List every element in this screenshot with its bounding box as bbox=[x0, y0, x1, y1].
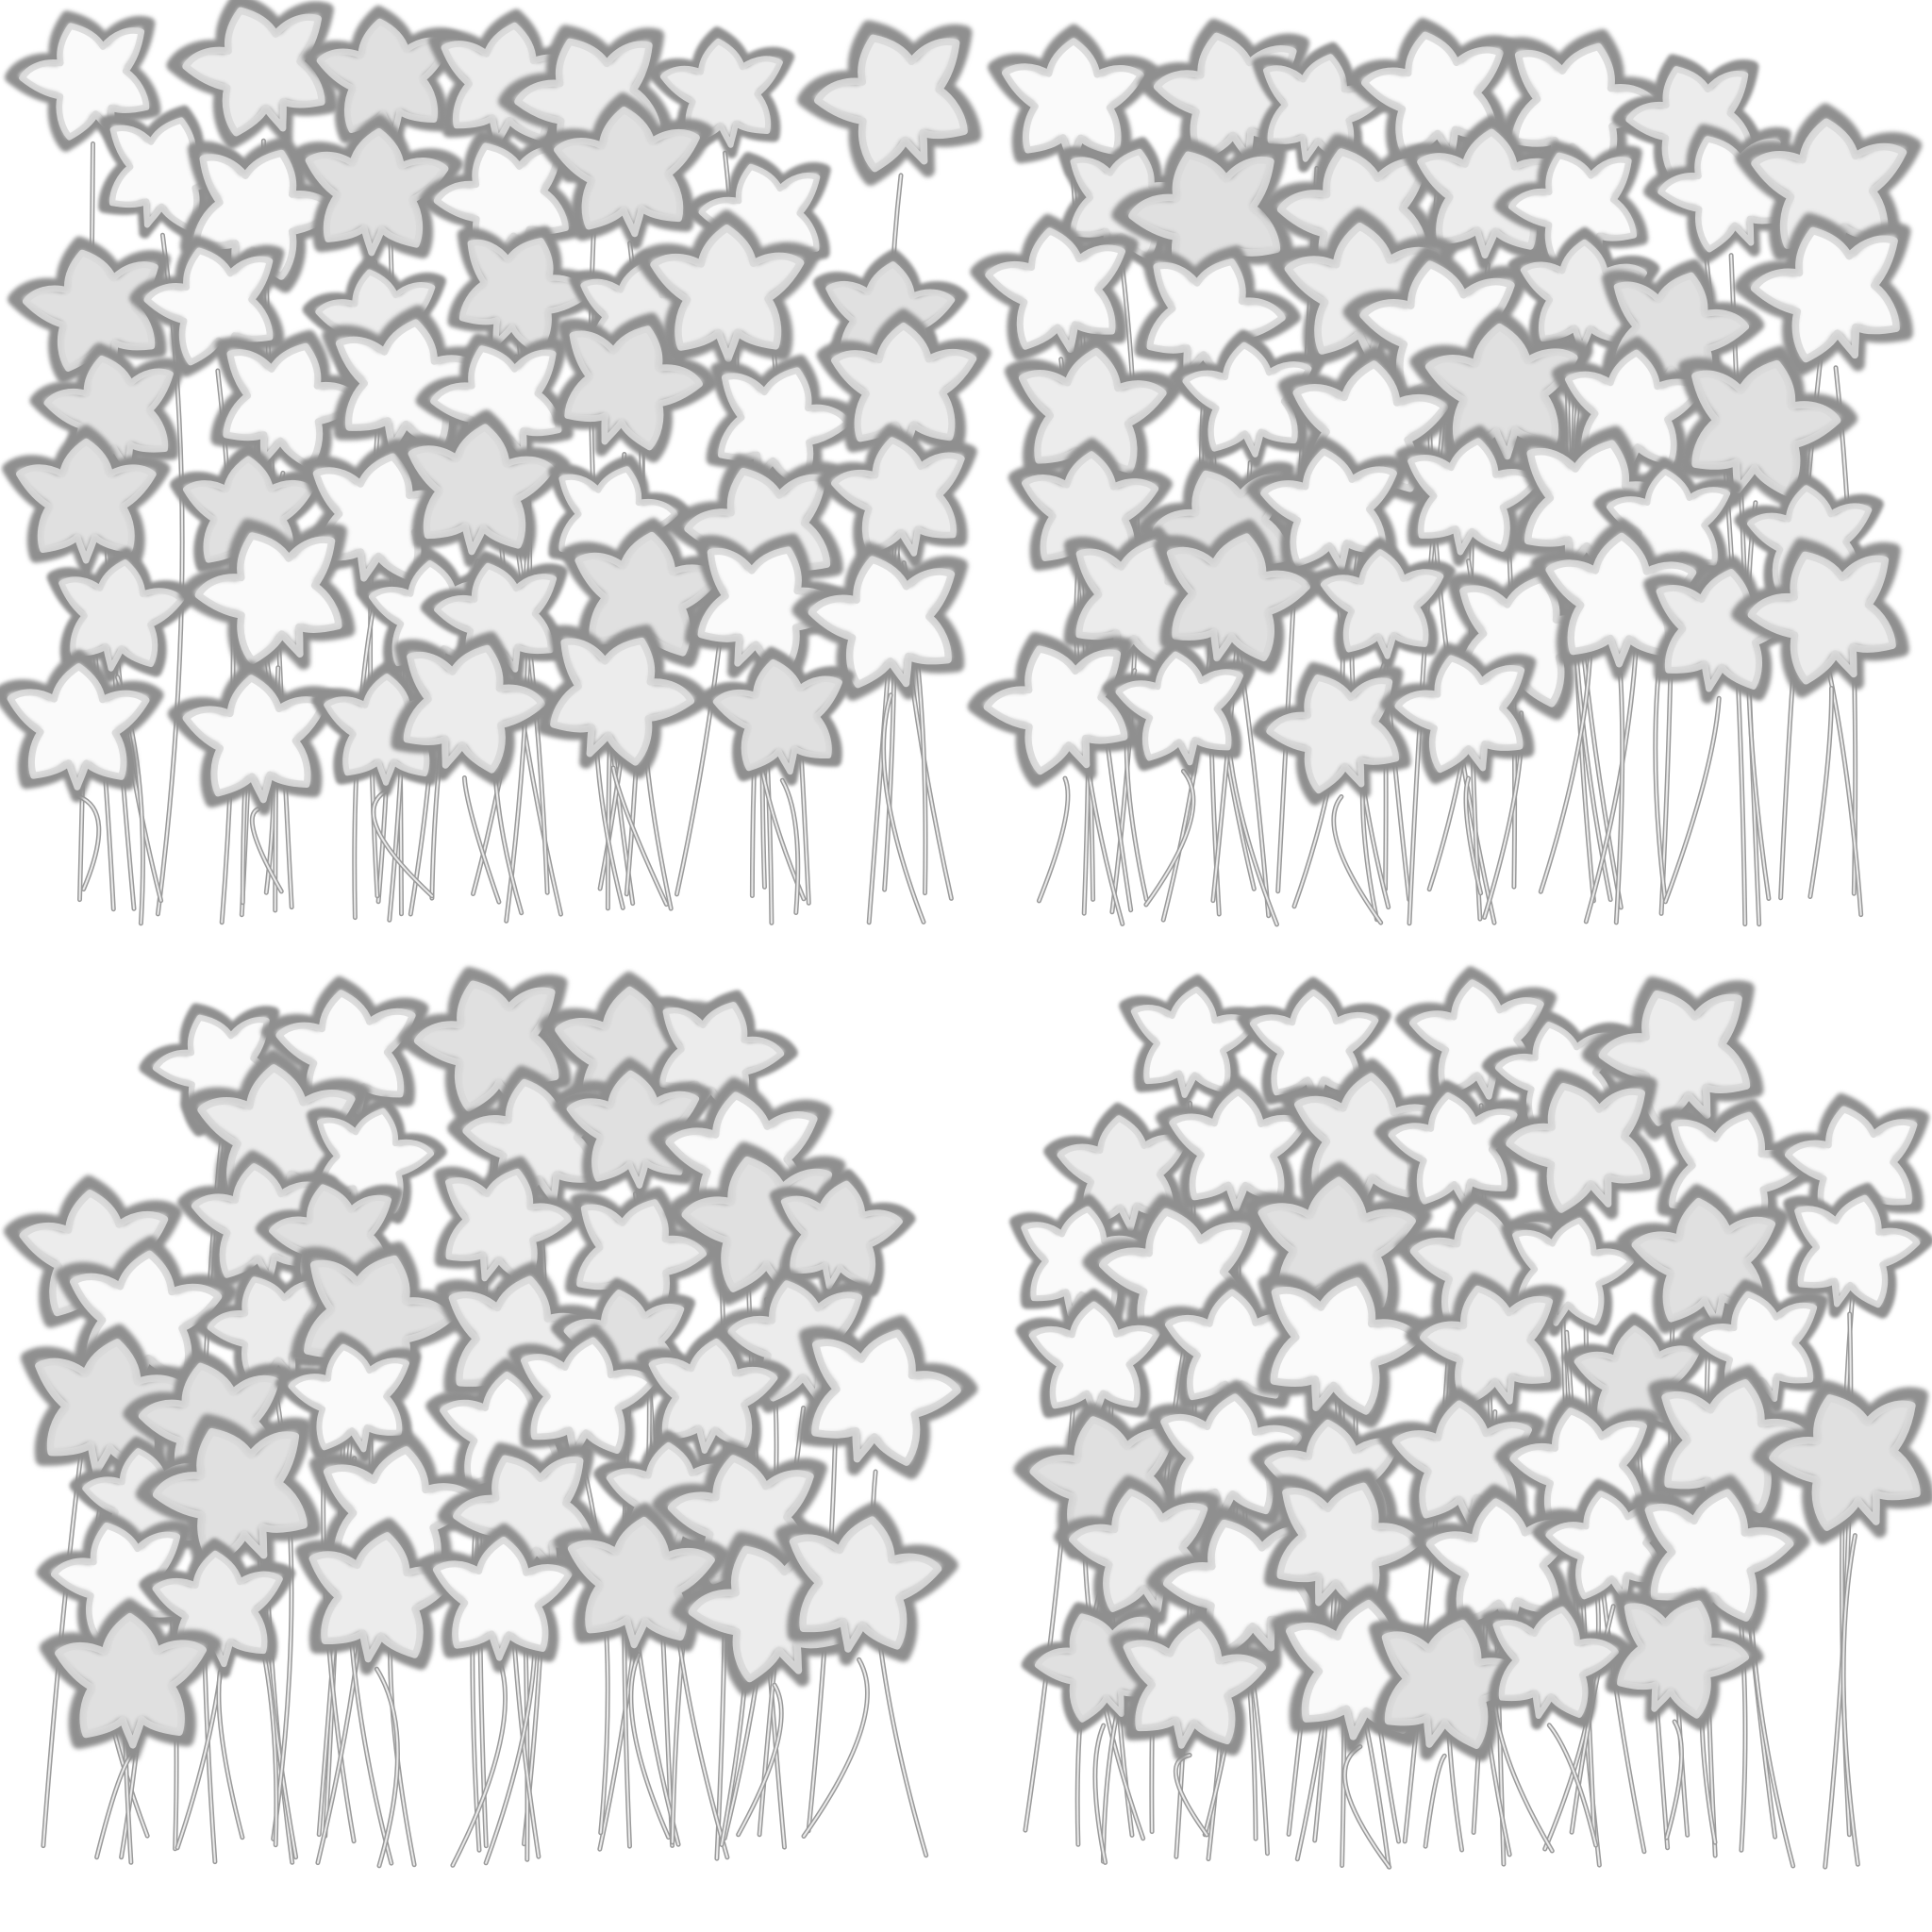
ivy-stem-highlight bbox=[803, 1658, 869, 1838]
ivy-stem bbox=[801, 1657, 870, 1839]
ivy-stem bbox=[1662, 695, 1722, 905]
ivy-stem bbox=[1036, 775, 1071, 904]
ivy-stem-highlight bbox=[251, 808, 283, 892]
ivy-leaf bbox=[171, 659, 344, 817]
ivy-stem-highlight bbox=[1548, 1724, 1597, 1847]
bottom-right-ivy-cluster bbox=[1000, 950, 1932, 1870]
ivy-stem-highlight bbox=[217, 1671, 243, 1839]
ivy-stem-highlight bbox=[375, 1668, 399, 1867]
top-left-ivy-cluster bbox=[0, 0, 1008, 926]
ivy-stem-highlight bbox=[1615, 672, 1624, 924]
ivy-stem-highlight bbox=[781, 779, 799, 914]
ivy-stem-highlight bbox=[463, 776, 500, 904]
ivy-stem bbox=[1423, 1753, 1447, 1849]
ivy-stem-highlight bbox=[451, 1665, 507, 1867]
bottom-left-ivy-cluster bbox=[6, 945, 983, 1869]
ivy-stem-highlight bbox=[1332, 795, 1382, 924]
ivy-stem-highlight bbox=[76, 794, 100, 891]
ivy-stem-highlight bbox=[1093, 1724, 1107, 1864]
ivy-stem-highlight bbox=[1842, 1534, 1859, 1866]
ivy-stem bbox=[461, 775, 502, 905]
ivy-stem-highlight bbox=[1038, 777, 1069, 902]
ivy-stem-highlight bbox=[1144, 770, 1194, 906]
ivy-stem-highlight bbox=[1464, 777, 1482, 894]
ivy-stem-highlight bbox=[737, 1684, 783, 1836]
ivy-stem-highlight bbox=[629, 1653, 670, 1839]
ivy-stem bbox=[216, 1670, 245, 1840]
ivy-stem-highlight bbox=[1424, 1755, 1446, 1848]
ivy-leaf bbox=[0, 655, 158, 797]
ivy-stem-highlight bbox=[612, 767, 668, 906]
ivy-stem-highlight bbox=[1665, 1721, 1683, 1840]
ivy-stem bbox=[1840, 1533, 1860, 1867]
ivy-stem-highlight bbox=[1808, 687, 1833, 898]
ivy-stem-highlight bbox=[882, 693, 924, 924]
ivy-stem bbox=[1807, 686, 1835, 899]
ivy-stem-highlight bbox=[372, 790, 433, 897]
top-right-ivy-cluster bbox=[959, 5, 1932, 927]
ivy-stem-highlight bbox=[1664, 697, 1721, 903]
